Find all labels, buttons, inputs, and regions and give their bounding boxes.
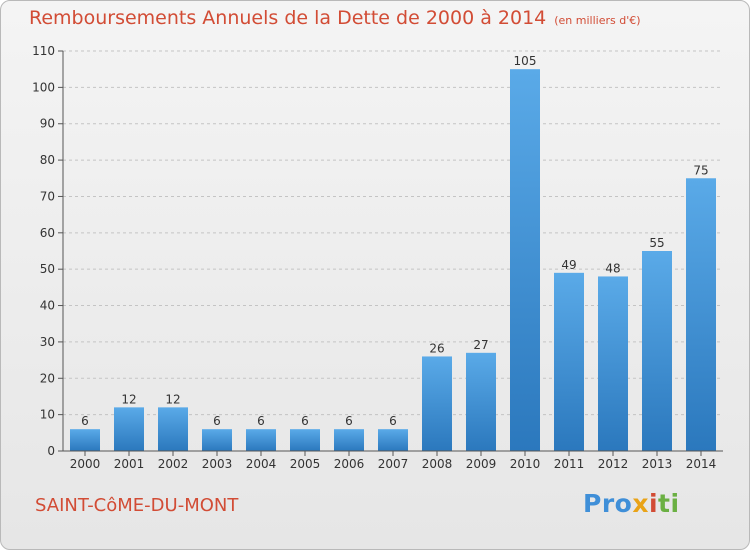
x-tick-label-2014: 2014 — [686, 457, 717, 471]
bars — [70, 69, 716, 452]
bar-2007 — [378, 429, 408, 451]
value-label-2007: 6 — [389, 414, 397, 428]
x-tick-label-2009: 2009 — [466, 457, 497, 471]
logo-part-4: ti — [658, 489, 680, 518]
bar-2000 — [70, 429, 100, 451]
town-name: SAINT-CôME-DU-MONT — [35, 495, 239, 516]
value-label-2001: 12 — [121, 392, 136, 406]
bar-2005 — [290, 429, 320, 451]
value-label-2008: 26 — [429, 341, 444, 355]
bar-2009 — [466, 352, 496, 451]
bar-2001 — [114, 407, 144, 451]
x-tick-label-2011: 2011 — [554, 457, 585, 471]
value-label-2010: 105 — [514, 54, 537, 68]
value-label-2011: 49 — [561, 258, 576, 272]
x-tick-label-2010: 2010 — [510, 457, 541, 471]
y-tick-label: 60 — [40, 226, 55, 240]
y-tick-label: 70 — [40, 189, 55, 203]
x-tick-label-2000: 2000 — [70, 457, 101, 471]
logo-part-2: x — [632, 489, 649, 518]
y-tick-label: 50 — [40, 262, 55, 276]
y-tick-label: 40 — [40, 299, 55, 313]
chart-title: Remboursements Annuels de la Dette de 20… — [29, 7, 641, 29]
value-label-2000: 6 — [81, 414, 89, 428]
x-tick-label-2003: 2003 — [202, 457, 233, 471]
bar-2013 — [642, 251, 672, 451]
bar-2003 — [202, 429, 232, 451]
y-tick-label: 80 — [40, 153, 55, 167]
bar-2011 — [554, 272, 584, 451]
y-tick-label: 0 — [47, 444, 55, 458]
x-tick-label-2008: 2008 — [422, 457, 453, 471]
y-tick-label: 110 — [32, 44, 55, 58]
x-tick-label-2012: 2012 — [598, 457, 629, 471]
bar-2010 — [510, 69, 540, 451]
x-tick-label-2007: 2007 — [378, 457, 409, 471]
value-label-2002: 12 — [165, 392, 180, 406]
y-tick-label: 90 — [40, 117, 55, 131]
logo-part-3: i — [648, 489, 659, 518]
y-tick-label: 100 — [32, 80, 55, 94]
bar-2014 — [686, 178, 716, 452]
value-label-2006: 6 — [345, 414, 353, 428]
proxiti-logo[interactable]: Proxiti — [583, 489, 680, 518]
x-tick-label-2001: 2001 — [114, 457, 145, 471]
x-tick-label-2005: 2005 — [290, 457, 321, 471]
bar-2002 — [158, 407, 188, 451]
value-label-2012: 48 — [605, 261, 620, 275]
chart-subtitle: (en milliers d'€) — [554, 14, 641, 27]
x-tick-label-2013: 2013 — [642, 457, 673, 471]
value-label-2004: 6 — [257, 414, 265, 428]
bar-2008 — [422, 356, 452, 451]
bar-2012 — [598, 276, 628, 451]
value-label-2014: 75 — [693, 163, 708, 177]
chart-title-text: Remboursements Annuels de la Dette de 20… — [29, 7, 547, 29]
data-labels: 6 12 12 6 6 6 6 6 26 27 105 49 48 55 75 — [81, 54, 708, 428]
bar-2004 — [246, 429, 276, 451]
axes: 0 10 20 30 40 50 60 70 80 90 100 110 2000 2001 2002 200… — [32, 44, 723, 471]
x-tick-label-2006: 2006 — [334, 457, 365, 471]
bar-2006 — [334, 429, 364, 451]
y-tick-label: 20 — [40, 371, 55, 385]
value-label-2009: 27 — [473, 338, 488, 352]
y-tick-label: 30 — [40, 335, 55, 349]
x-tick-label-2004: 2004 — [246, 457, 277, 471]
logo-part-1: Pro — [583, 489, 633, 518]
value-label-2005: 6 — [301, 414, 309, 428]
value-label-2013: 55 — [649, 236, 664, 250]
value-label-2003: 6 — [213, 414, 221, 428]
x-tick-label-2002: 2002 — [158, 457, 189, 471]
y-tick-label: 10 — [40, 408, 55, 422]
